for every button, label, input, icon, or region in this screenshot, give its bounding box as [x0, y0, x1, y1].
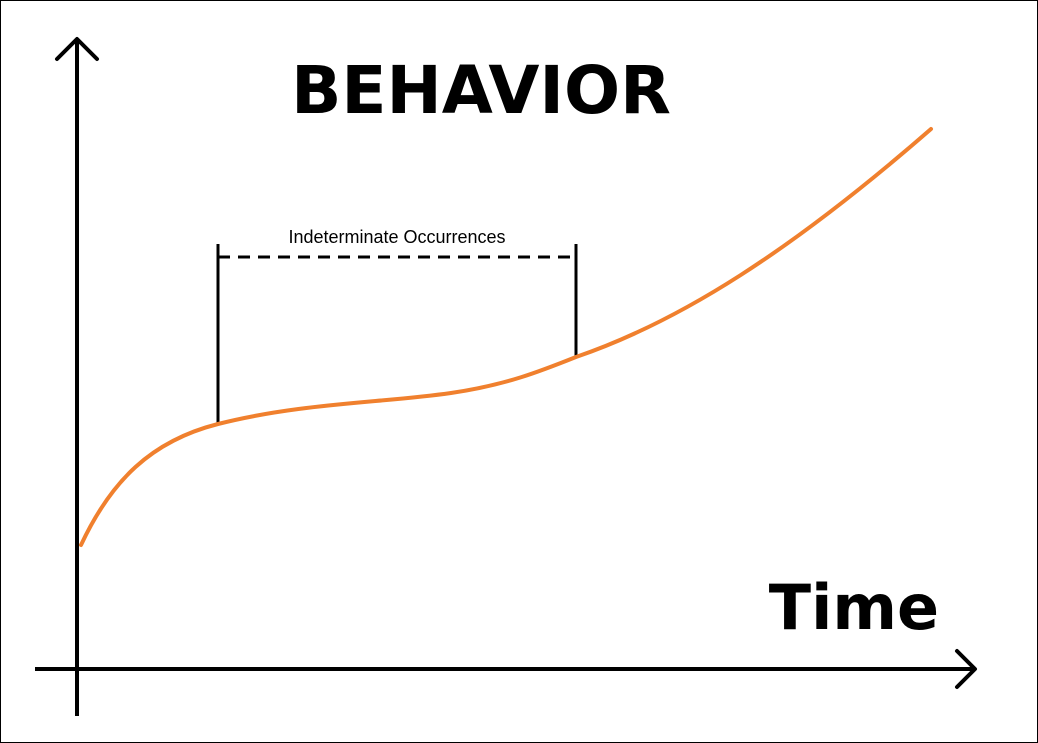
- x-axis-label: Time: [769, 571, 939, 644]
- x-axis-arrowhead: [955, 649, 977, 689]
- diagram-title: BEHAVIOR: [291, 52, 671, 129]
- behavior-curve: [79, 127, 933, 547]
- annotation-label: Indeterminate Occurrences: [288, 227, 505, 247]
- y-axis-arrowhead: [55, 37, 99, 61]
